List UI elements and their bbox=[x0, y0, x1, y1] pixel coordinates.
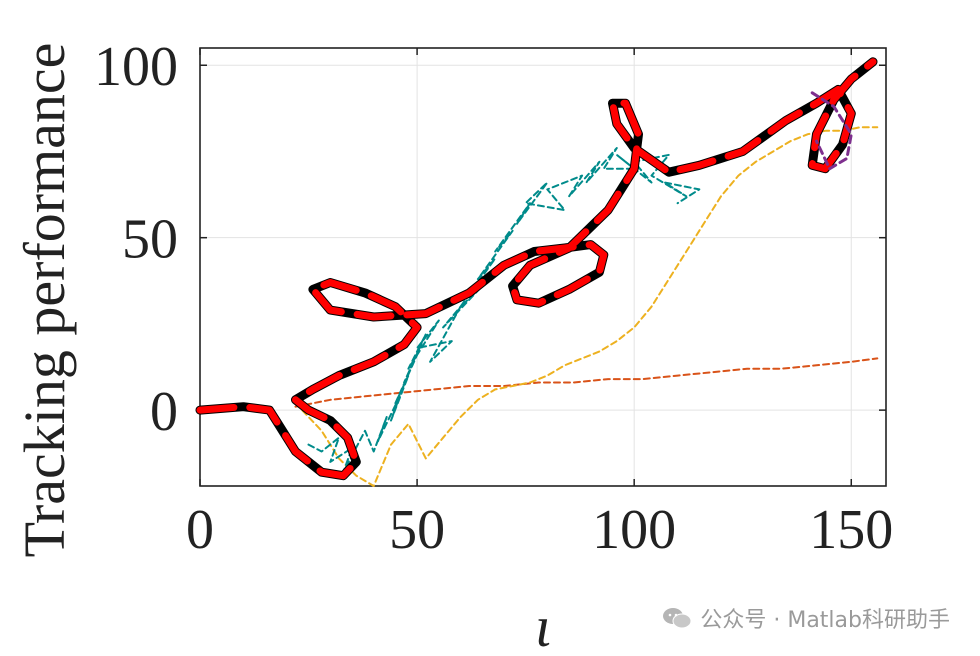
x-tick-label: 50 bbox=[389, 499, 445, 561]
series-line-1 bbox=[196, 58, 877, 480]
axis-ticks: 0 50 100 150 0 50 100 bbox=[94, 36, 893, 561]
y-tick-label: 50 bbox=[122, 209, 178, 271]
series-line-0 bbox=[195, 57, 878, 481]
series-line-3 bbox=[307, 147, 701, 474]
watermark: 公众号 · Matlab科研助手 bbox=[662, 602, 950, 634]
x-tick-label: 150 bbox=[809, 499, 893, 561]
x-axis-label: ι bbox=[535, 594, 551, 656]
series-line-2 bbox=[810, 91, 853, 171]
x-tick-label: 0 bbox=[186, 499, 214, 561]
series-group bbox=[195, 57, 879, 487]
y-tick-label: 0 bbox=[150, 381, 178, 443]
wechat-icon bbox=[663, 608, 692, 629]
watermark-text: 公众号 · Matlab科研助手 bbox=[700, 608, 950, 633]
y-tick-label: 100 bbox=[94, 36, 178, 98]
series-line-5 bbox=[294, 357, 879, 408]
y-axis-label: Tracking performance bbox=[12, 43, 77, 558]
grid bbox=[199, 48, 886, 486]
plot-frame bbox=[199, 47, 887, 487]
series-line-4 bbox=[294, 126, 879, 487]
x-tick-label: 100 bbox=[592, 499, 676, 561]
